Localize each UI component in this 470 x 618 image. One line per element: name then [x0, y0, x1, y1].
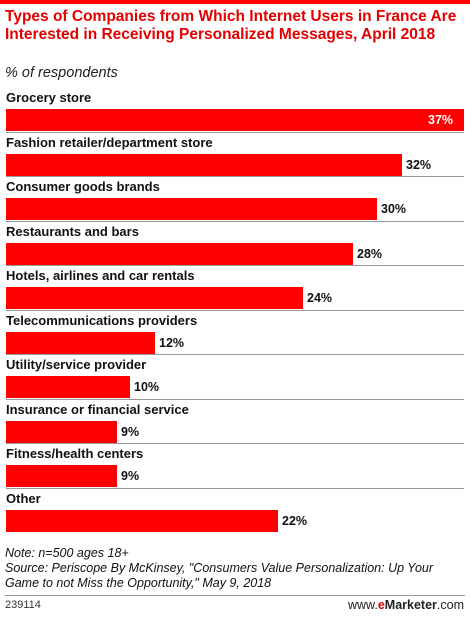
- category-label: Telecommunications providers: [6, 312, 198, 328]
- brand-e: e: [377, 598, 385, 612]
- value-label: 22%: [282, 513, 308, 528]
- row-divider: [6, 265, 464, 266]
- bar: [6, 465, 117, 487]
- chart-subtitle: % of respondents: [5, 65, 118, 81]
- value-label: 9%: [121, 469, 140, 483]
- value-label: 37%: [428, 113, 454, 127]
- row-divider: [6, 443, 464, 444]
- value-label: 32%: [406, 157, 432, 172]
- bar: [6, 153, 402, 176]
- bar-chart: Grocery store 37% Fashion retailer/departm…: [0, 90, 470, 540]
- footer-divider: [5, 595, 465, 596]
- value-label: 10%: [134, 380, 160, 394]
- row-divider: [6, 398, 464, 400]
- category-label: Utility/service provider: [6, 357, 147, 372]
- bar: [6, 376, 130, 398]
- brand-name: Marketer: [384, 598, 437, 612]
- category-label: Fashion retailer/department store: [6, 134, 213, 150]
- value-label: 30%: [381, 202, 407, 216]
- bar: [6, 420, 117, 443]
- top-accent-bar: [0, 0, 470, 4]
- row-divider: [6, 354, 464, 355]
- row-divider: [6, 309, 464, 311]
- brand-logo: www.eMarketer.com: [348, 598, 464, 612]
- bar: [6, 109, 464, 131]
- chart-notes: Note: n=500 ages 18+ Source: Periscope B…: [5, 546, 467, 591]
- value-label: 28%: [357, 246, 383, 261]
- bar: [6, 287, 303, 309]
- chart-title: Types of Companies from Which Internet U…: [5, 8, 457, 43]
- category-label: Grocery store: [6, 90, 92, 105]
- category-label: Restaurants and bars: [6, 223, 139, 239]
- chart-id: 239114: [5, 599, 41, 611]
- value-label: 24%: [307, 291, 333, 305]
- row-divider: [6, 176, 464, 177]
- bar: [6, 331, 155, 354]
- bar: [6, 198, 377, 220]
- source-text: Source: Periscope By McKinsey, "Consumer…: [5, 561, 434, 590]
- row-divider: [6, 487, 464, 489]
- category-label: Consumer goods brands: [6, 179, 160, 194]
- category-label: Other: [6, 490, 41, 506]
- value-label: 12%: [159, 335, 185, 350]
- note-text: Note: n=500 ages 18+: [5, 546, 129, 560]
- category-label: Hotels, airlines and car rentals: [6, 268, 195, 283]
- brand-prefix: www.: [347, 598, 378, 612]
- bar: [6, 509, 278, 532]
- row-divider: [6, 131, 464, 133]
- category-label: Insurance or financial service: [6, 401, 189, 417]
- category-label: Fitness/health centers: [6, 446, 144, 461]
- brand-suffix: .com: [436, 598, 464, 612]
- value-label: 9%: [121, 424, 140, 439]
- bar: [6, 242, 353, 265]
- row-divider: [6, 220, 464, 222]
